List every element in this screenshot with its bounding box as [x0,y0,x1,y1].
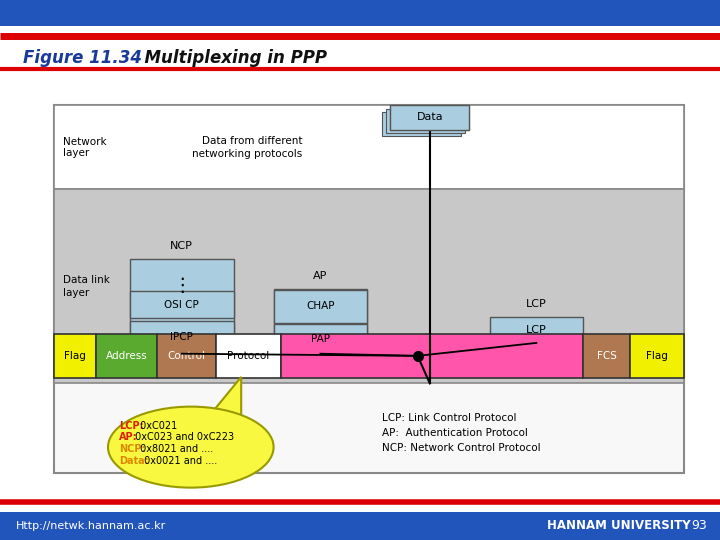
Text: ⋮: ⋮ [172,276,192,295]
Text: IPCP: IPCP [171,332,193,342]
Bar [281,334,583,378]
Text: Control: Control [168,351,205,361]
Bar [130,292,234,318]
Text: Data from different: Data from different [202,136,302,146]
Bar [0,512,720,540]
Ellipse shape [108,407,274,488]
Text: NCP: NCP [171,241,193,251]
Bar [130,259,234,354]
Text: layer: layer [63,147,89,158]
Text: Address: Address [106,351,147,361]
Text: 0xC023 and 0xC223: 0xC023 and 0xC223 [132,433,234,442]
Text: Http://netwk.hannam.ac.kr: Http://netwk.hannam.ac.kr [16,521,166,531]
Bar [0,0,720,26]
Text: layer: layer [63,288,89,298]
Bar [130,321,234,354]
Text: Data link: Data link [63,275,109,285]
Text: Data:: Data: [119,456,148,466]
Text: Data: Data [417,112,443,123]
Bar [54,189,684,383]
Text: LCP:: LCP: [119,421,143,430]
Text: HANNAM UNIVERSITY: HANNAM UNIVERSITY [547,519,690,532]
Text: Multiplexing in PPP: Multiplexing in PPP [133,49,327,66]
Text: Flag: Flag [64,351,86,361]
Bar [274,290,367,322]
Bar [274,324,367,354]
Bar [54,105,684,472]
Text: 0x8021 and ....: 0x8021 and .... [137,444,213,454]
Bar [390,105,469,130]
Text: AP: AP [313,271,328,281]
Text: networking protocols: networking protocols [192,148,302,159]
Bar [157,334,216,378]
Text: LCP: LCP [526,325,546,335]
Bar [490,317,583,343]
Bar [54,105,684,189]
Text: Figure 11.34: Figure 11.34 [23,49,142,66]
Text: 93: 93 [691,519,707,532]
Text: NCP: Network Control Protocol: NCP: Network Control Protocol [382,443,540,454]
Bar [386,109,465,133]
Text: Flag: Flag [646,351,668,361]
Text: 0x0021 and ....: 0x0021 and .... [141,456,217,466]
Bar [274,289,367,354]
Text: CHAP: CHAP [306,301,335,310]
Text: LCP: Link Control Protocol: LCP: Link Control Protocol [382,413,516,423]
Bar [583,334,630,378]
Text: Protocol: Protocol [228,351,269,361]
Bar [54,334,96,378]
Text: OSI CP: OSI CP [164,300,199,309]
Bar [630,334,684,378]
Text: LCP: LCP [526,299,546,309]
Bar [382,112,461,136]
Text: AP:  Authentication Protocol: AP: Authentication Protocol [382,428,528,438]
Text: Network: Network [63,137,107,147]
Bar [216,334,281,378]
Text: NCP:: NCP: [119,444,145,454]
Text: 0xC021: 0xC021 [137,421,177,430]
Bar [96,334,157,378]
Text: FCS: FCS [597,351,616,361]
Bar [390,105,469,130]
Polygon shape [212,377,241,417]
Text: AP:: AP: [119,433,138,442]
Text: PAP: PAP [311,334,330,344]
